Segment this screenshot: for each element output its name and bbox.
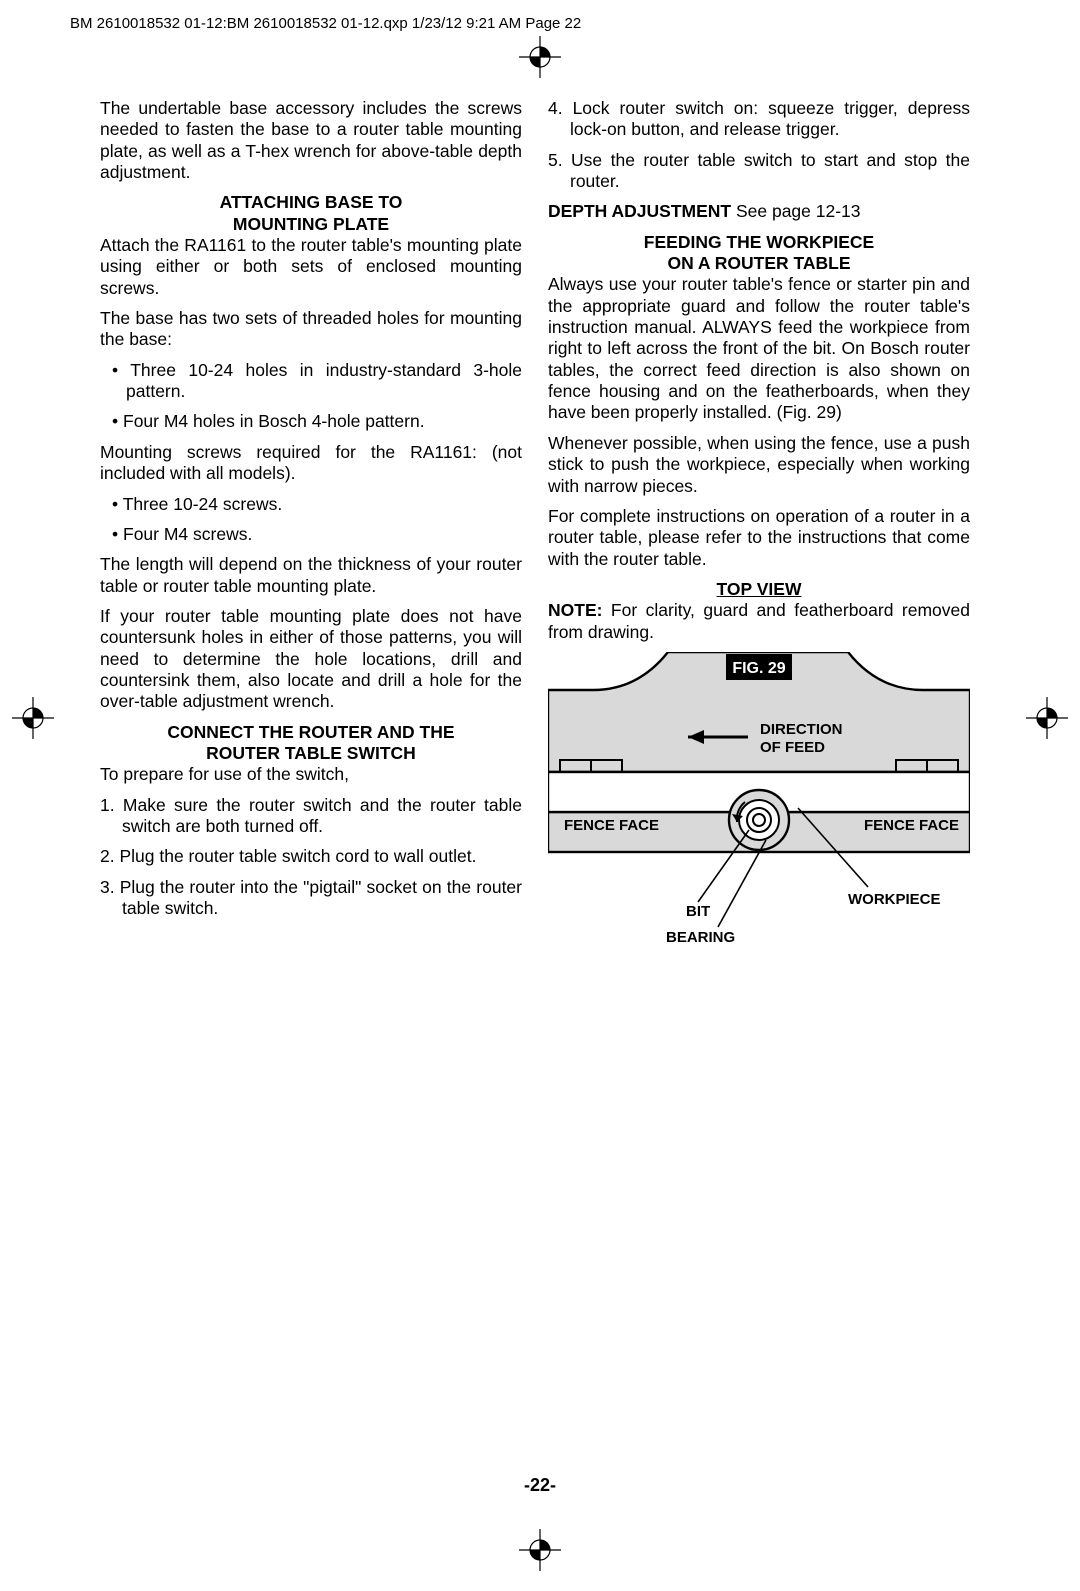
intro-paragraph: The undertable base accessory includes t… <box>100 98 522 183</box>
feeding-paragraph-2: Whenever possible, when using the fence,… <box>548 433 970 497</box>
top-view-heading: TOP VIEW <box>548 579 970 600</box>
length-paragraph: The length will depend on the thickness … <box>100 554 522 597</box>
note-paragraph: NOTE: For clarity, guard and featherboar… <box>548 600 970 643</box>
heading-feeding-workpiece: FEEDING THE WORKPIECE ON A ROUTER TABLE <box>548 232 970 275</box>
step-3: 3. Plug the router into the "pigtail" so… <box>100 877 522 920</box>
workpiece-label: WORKPIECE <box>848 891 941 908</box>
bit-label: BIT <box>686 903 710 920</box>
fence-face-left: FENCE FACE <box>564 817 659 834</box>
figure-29: FIG. 29 DIRECTION OF FEED FENCE FACE FEN… <box>548 652 970 977</box>
bullet-1: Three 10-24 holes in industry-standard 3… <box>100 360 522 403</box>
direction-label-2: OF FEED <box>760 739 825 756</box>
print-header: BM 2610018532 01-12:BM 2610018532 01-12.… <box>70 15 581 32</box>
registration-mark-bottom-icon <box>519 1529 561 1571</box>
base-holes-paragraph: The base has two sets of threaded holes … <box>100 308 522 351</box>
bullet-3: Three 10-24 screws. <box>100 494 522 515</box>
step-4: 4. Lock router switch on: squeeze trigge… <box>548 98 970 141</box>
bullet-4: Four M4 screws. <box>100 524 522 545</box>
figure-29-diagram: FIG. 29 DIRECTION OF FEED FENCE FACE FEN… <box>548 652 970 972</box>
bearing-label: BEARING <box>666 929 735 946</box>
step-1: 1. Make sure the router switch and the r… <box>100 795 522 838</box>
manual-page: BM 2610018532 01-12:BM 2610018532 01-12.… <box>0 0 1080 1591</box>
registration-mark-left-icon <box>12 697 54 739</box>
feeding-paragraph-3: For complete instructions on operation o… <box>548 506 970 570</box>
right-column: 4. Lock router switch on: squeeze trigge… <box>548 98 970 977</box>
prepare-switch-paragraph: To prepare for use of the switch, <box>100 764 522 785</box>
registration-mark-right-icon <box>1026 697 1068 739</box>
heading-attaching-base: ATTACHING BASE TO MOUNTING PLATE <box>100 192 522 235</box>
heading-connect-router: CONNECT THE ROUTER AND THE ROUTER TABLE … <box>100 722 522 765</box>
direction-label-1: DIRECTION <box>760 721 843 738</box>
mounting-screws-paragraph: Mounting screws required for the RA1161:… <box>100 442 522 485</box>
countersunk-paragraph: If your router table mounting plate does… <box>100 606 522 713</box>
attach-paragraph: Attach the RA1161 to the router table's … <box>100 235 522 299</box>
bullet-2: Four M4 holes in Bosch 4-hole pattern. <box>100 411 522 432</box>
fig-label: FIG. 29 <box>732 660 785 677</box>
left-column: The undertable base accessory includes t… <box>100 98 522 977</box>
depth-adjustment-line: DEPTH ADJUSTMENT See page 12-13 <box>548 201 970 222</box>
two-column-content: The undertable base accessory includes t… <box>100 98 970 977</box>
step-5: 5. Use the router table switch to start … <box>548 150 970 193</box>
registration-mark-top-icon <box>519 36 561 78</box>
page-number: -22- <box>524 1475 556 1496</box>
step-2: 2. Plug the router table switch cord to … <box>100 846 522 867</box>
fence-face-right: FENCE FACE <box>864 817 959 834</box>
feeding-paragraph-1: Always use your router table's fence or … <box>548 274 970 423</box>
